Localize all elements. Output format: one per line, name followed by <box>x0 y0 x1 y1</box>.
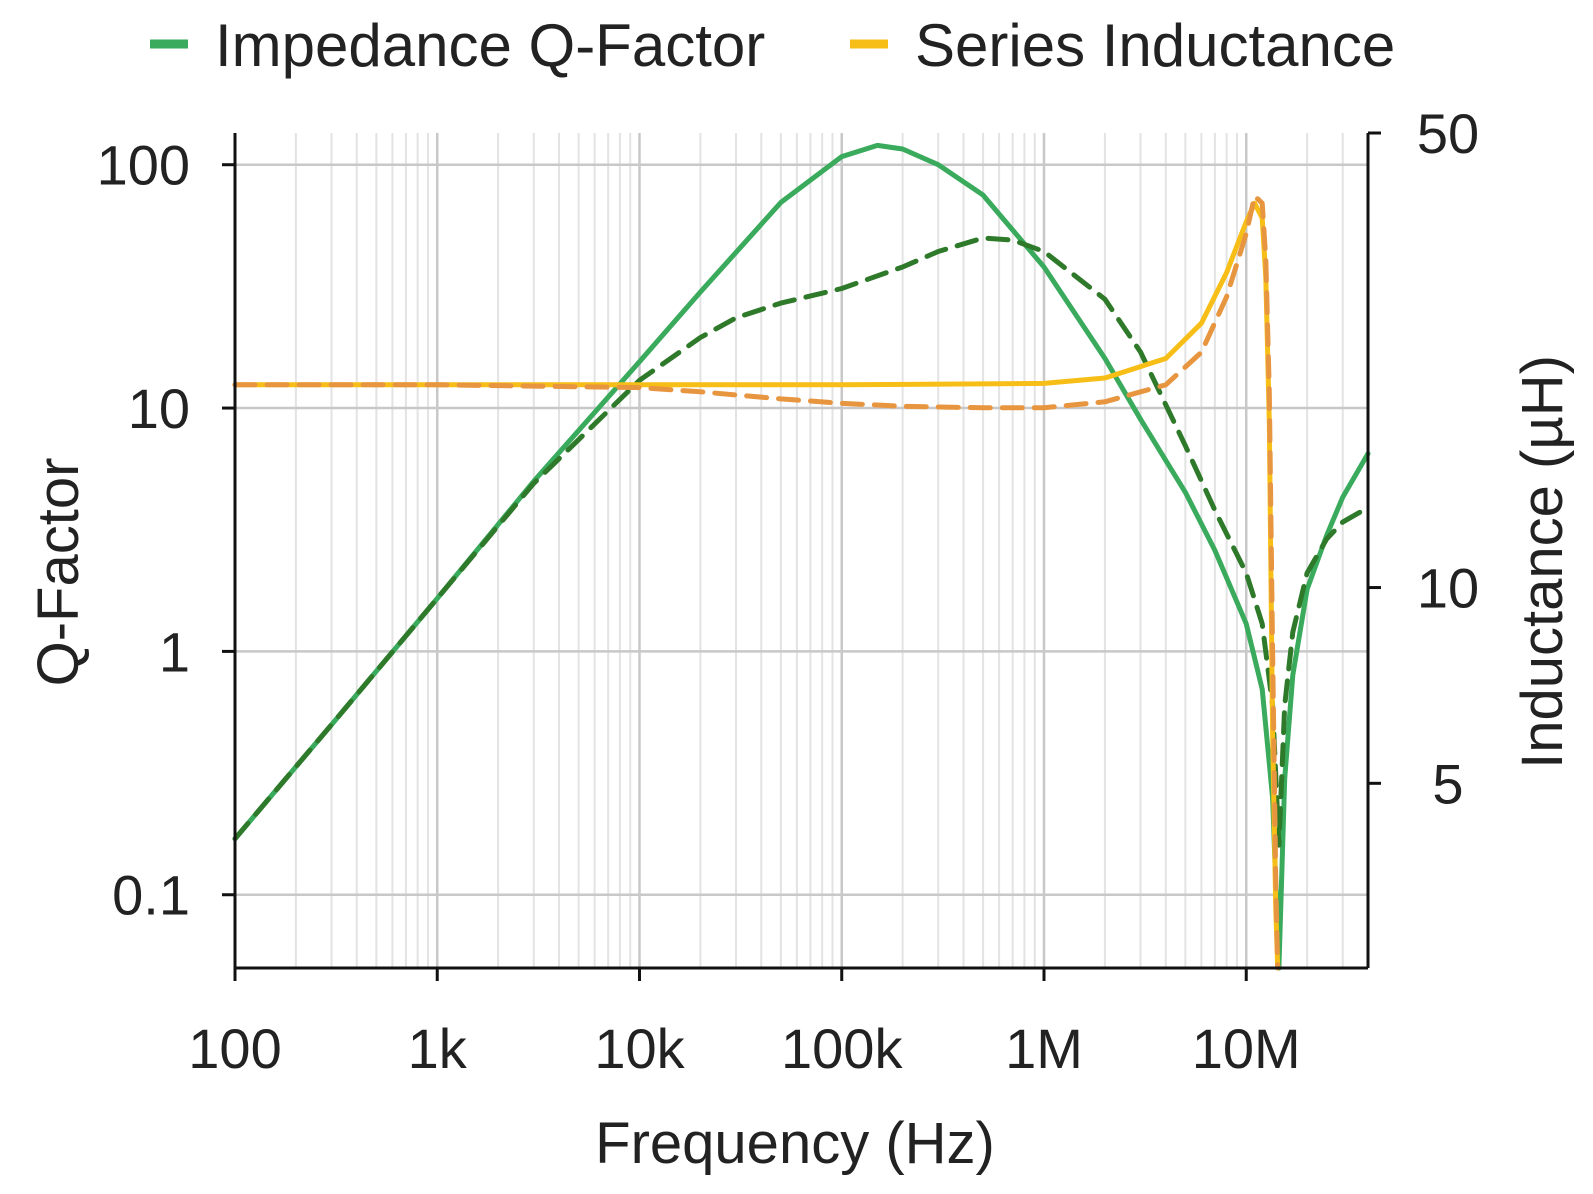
tick-labels: 100 1k 10k 100k 1M 10M 0.1 1 10 100 5 10 50 <box>97 102 1480 1080</box>
curves <box>232 142 1371 971</box>
series-line-0 <box>232 142 1371 971</box>
series-line-1 <box>232 235 1371 848</box>
legend: Impedance Q-Factor Series Inductance <box>150 12 1395 79</box>
x-tick-label: 10k <box>594 1017 685 1080</box>
x-tick-label: 100k <box>781 1017 903 1080</box>
x-tick-label: 1k <box>408 1017 468 1080</box>
series-line-3 <box>232 193 1281 971</box>
x-tick-label: 1M <box>1005 1017 1083 1080</box>
y-tick-label: 1 <box>159 620 190 683</box>
axes <box>222 131 1381 981</box>
legend-label-series-inductance: Series Inductance <box>915 12 1395 79</box>
y2-tick-label: 5 <box>1432 752 1463 815</box>
legend-label-impedance-q-factor: Impedance Q-Factor <box>215 12 765 79</box>
y2-tick-label: 50 <box>1417 102 1479 165</box>
y-axis-title: Q-Factor <box>26 458 91 687</box>
x-axis-title: Frequency (Hz) <box>595 1111 995 1176</box>
x-tick-label: 10M <box>1192 1017 1301 1080</box>
y2-tick-label: 10 <box>1417 557 1479 620</box>
y-tick-label: 10 <box>128 377 190 440</box>
y-tick-label: 0.1 <box>112 864 190 927</box>
x-tick-label: 100 <box>188 1017 281 1080</box>
y-tick-label: 100 <box>97 134 190 197</box>
y2-axis-title: Inductance (µH) <box>1510 355 1575 769</box>
grid <box>233 133 1369 968</box>
